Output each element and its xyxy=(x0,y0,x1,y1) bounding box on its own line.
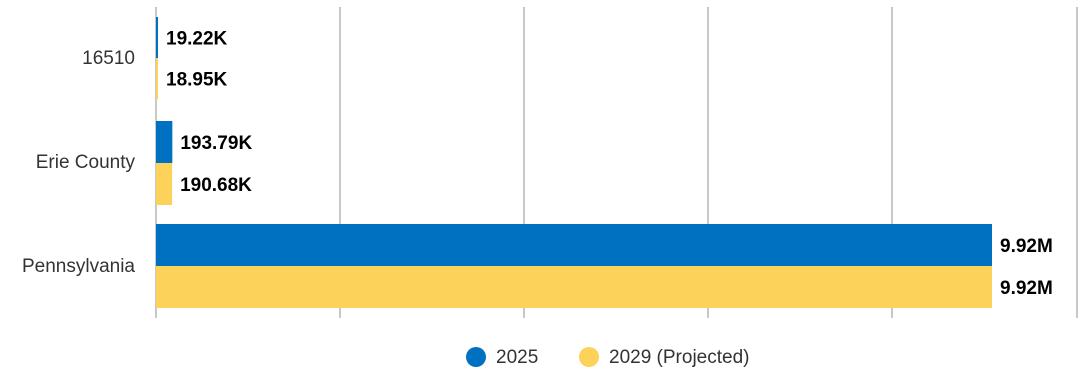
legend-swatch-0 xyxy=(466,347,486,367)
value-label: 9.92M xyxy=(1000,278,1053,299)
legend-label: 2025 xyxy=(496,347,538,368)
legend: 2025 2029 (Projected) xyxy=(466,347,749,368)
category-label: 16510 xyxy=(82,48,135,69)
legend-label: 2029 (Projected) xyxy=(609,347,749,368)
legend-swatch-1 xyxy=(579,347,599,367)
bar-1-1 xyxy=(156,163,173,205)
bar-1-0 xyxy=(156,58,158,99)
value-label: 19.22K xyxy=(166,29,228,50)
bar-0-2 xyxy=(156,224,992,266)
value-label: 9.92M xyxy=(1000,236,1053,257)
category-label: Pennsylvania xyxy=(22,256,135,277)
category-label: Erie County xyxy=(36,152,136,173)
bar-0-0 xyxy=(156,17,158,58)
value-labels: 19.22K 18.95K 193.79K 190.68K 9.92M 9.92M xyxy=(166,29,1053,300)
bar-0-1 xyxy=(156,121,173,163)
bar-1-2 xyxy=(156,266,992,308)
value-label: 18.95K xyxy=(166,70,228,91)
category-labels: 16510 Erie County Pennsylvania xyxy=(22,48,136,277)
value-label: 190.68K xyxy=(180,175,252,196)
value-label: 193.79K xyxy=(180,133,252,154)
bars xyxy=(156,17,992,308)
